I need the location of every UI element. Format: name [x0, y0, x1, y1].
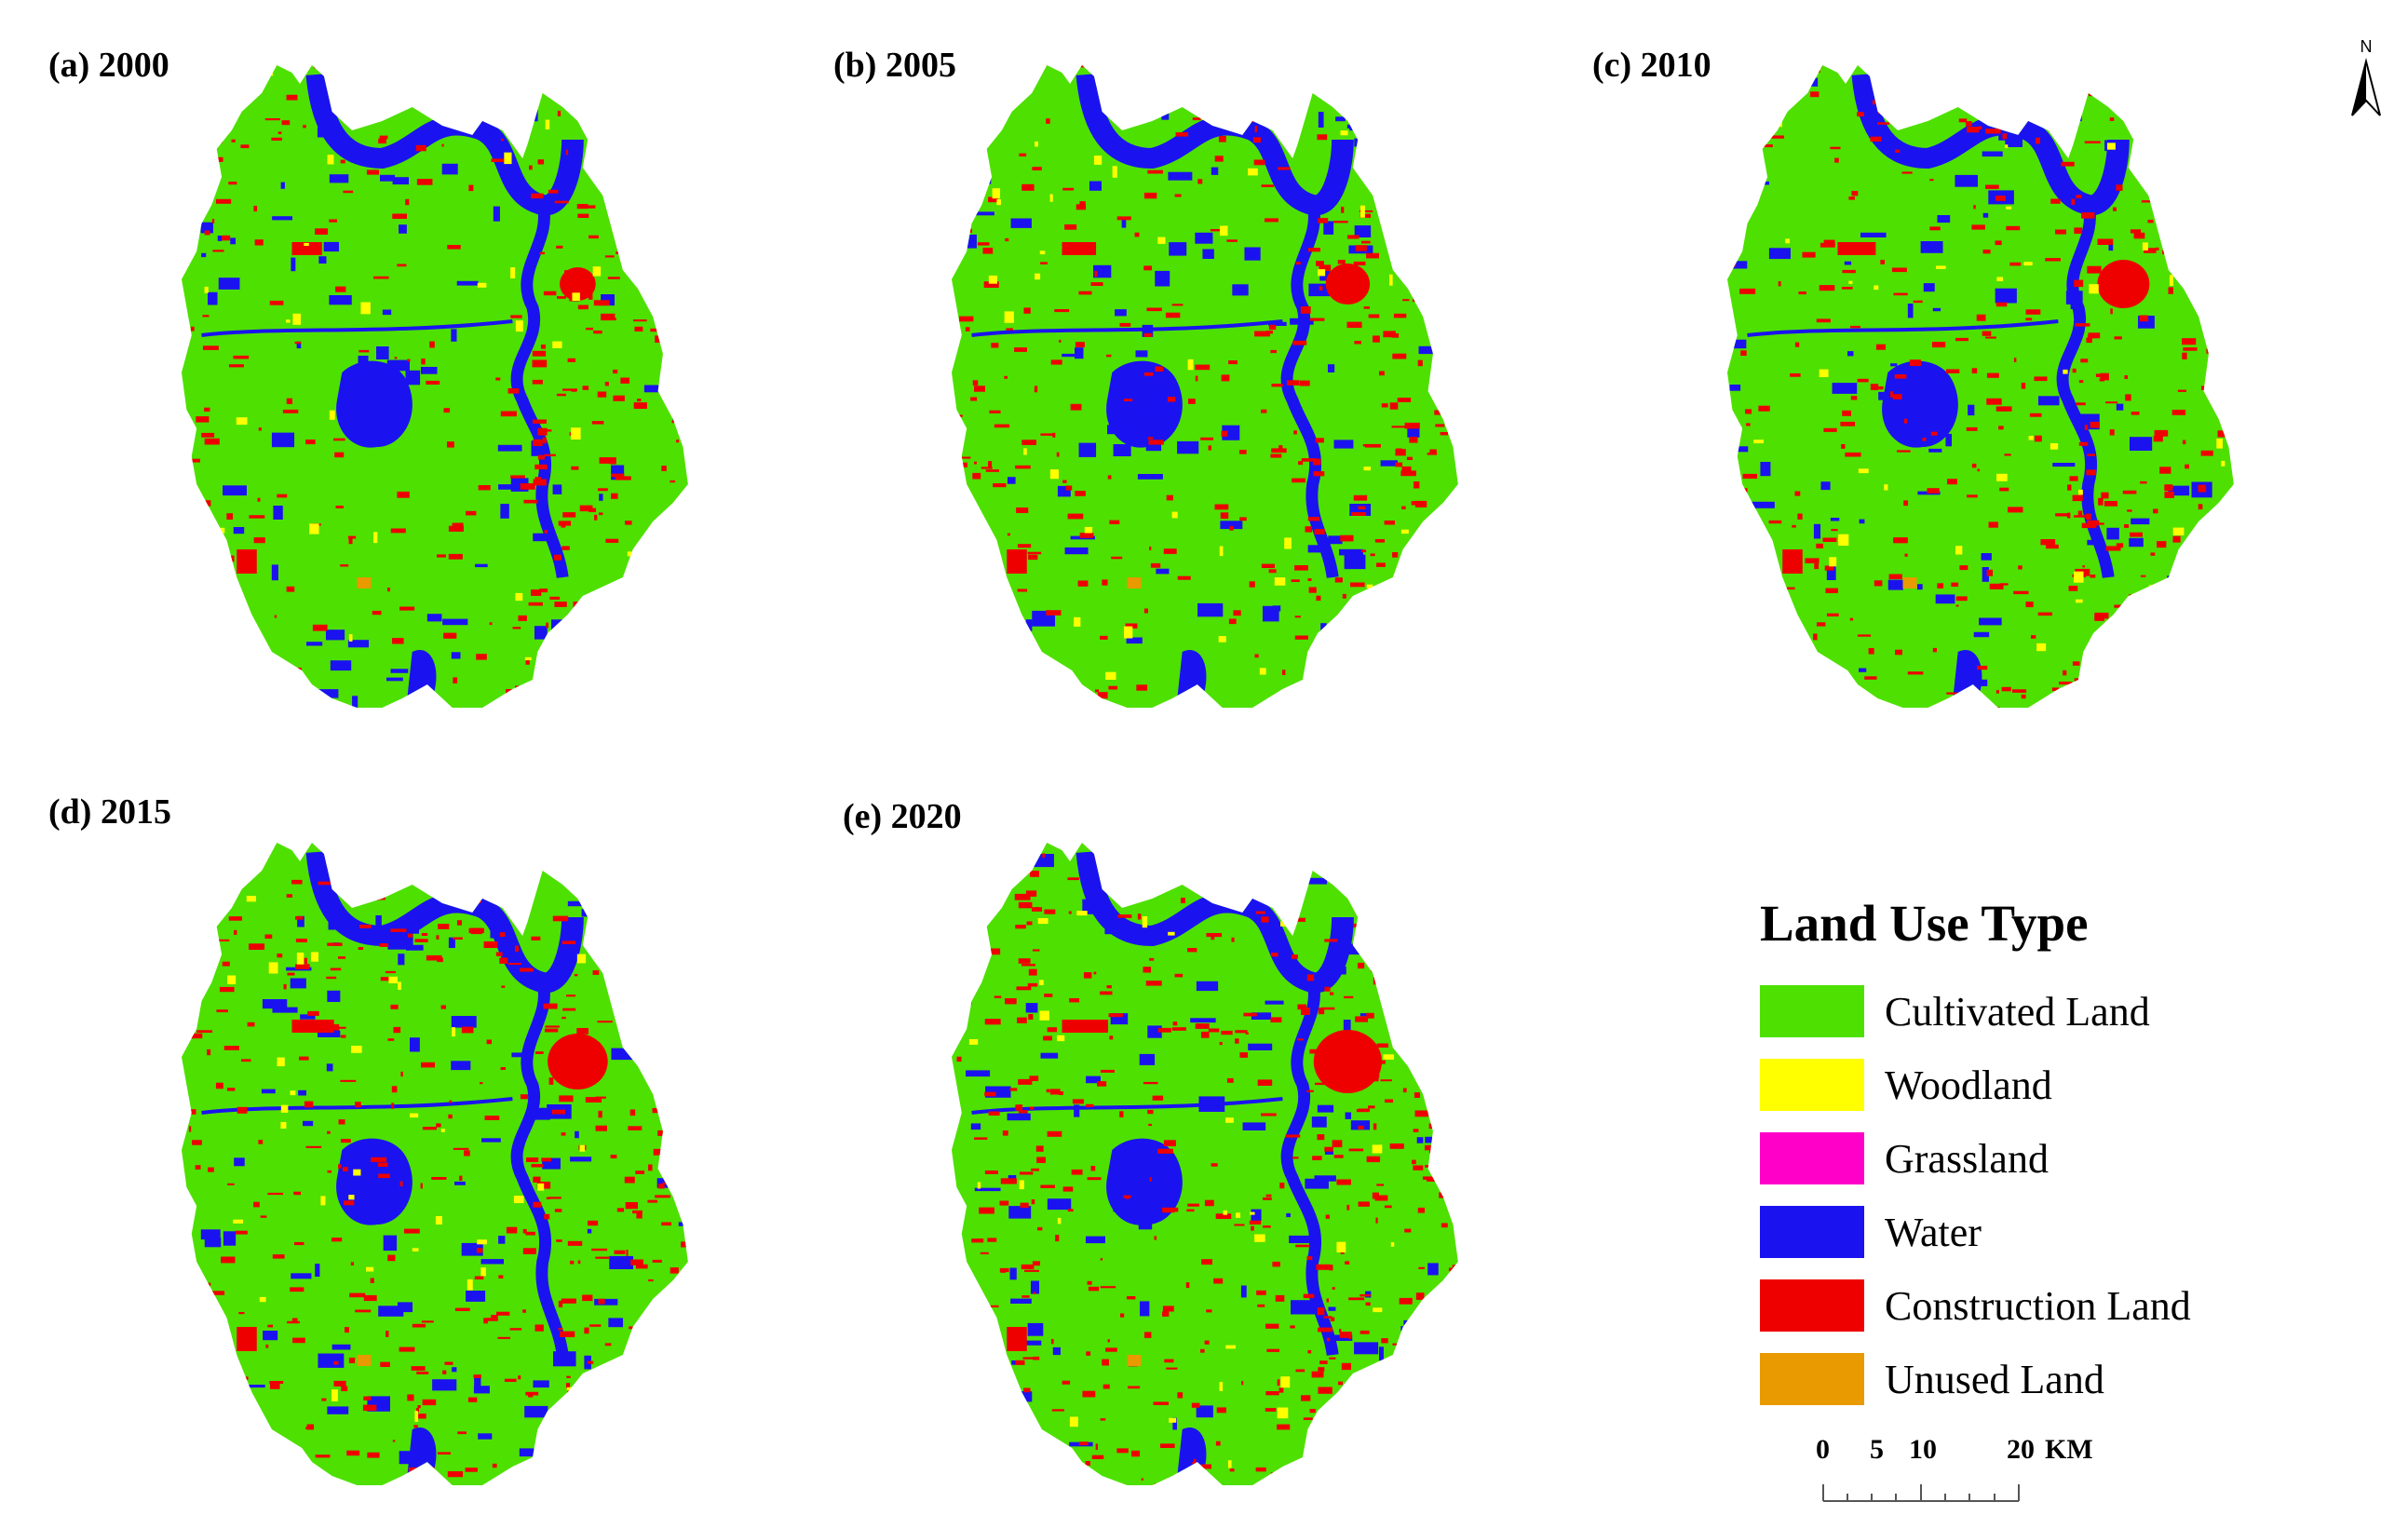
legend-item-unused-land: Unused Land [1760, 1352, 2337, 1406]
legend-swatch-woodland [1760, 1059, 1864, 1111]
scale-bar-ruler [1822, 1484, 2020, 1502]
legend-title: Land Use Type [1760, 895, 2089, 952]
legend-item-water: Water [1760, 1205, 2337, 1259]
land-use-map-2010 [1727, 56, 2249, 726]
north-arrow-label: N [2361, 37, 2373, 56]
cultivated-land-area [182, 65, 688, 708]
central-lake [1106, 1138, 1183, 1225]
eastern-river [1280, 981, 1339, 1356]
canal [971, 1097, 1283, 1115]
legend-item-woodland: Woodland [1760, 1058, 2337, 1112]
central-lake [336, 360, 413, 448]
central-lake [1882, 360, 1958, 448]
land-use-map-2020 [952, 833, 1473, 1504]
panel-label-e: (e) 2020 [843, 797, 962, 836]
legend-label-cultivated-land: Cultivated Land [1885, 988, 2150, 1035]
cultivated-land-area [952, 843, 1458, 1485]
eastern-river [1280, 203, 1339, 578]
cultivated-land-area [1727, 65, 2234, 708]
legend-label-unused-land: Unused Land [1885, 1356, 2104, 1402]
legend-label-water: Water [1885, 1209, 1982, 1255]
legend-swatch-cultivated-land [1760, 985, 1864, 1037]
north-arrow: N [2343, 35, 2389, 119]
urban-cluster [1313, 1030, 1382, 1093]
legend-item-construction-land: Construction Land [1760, 1279, 2337, 1333]
land-use-map-2015 [182, 833, 703, 1504]
northern-river [305, 850, 584, 994]
legend-label-woodland: Woodland [1885, 1062, 2052, 1108]
scale-unit: KM [2045, 1434, 2093, 1465]
legend-swatch-construction-land [1760, 1279, 1864, 1332]
northern-river [1075, 73, 1354, 216]
legend-swatch-unused-land [1760, 1353, 1864, 1405]
land-use-map-2000 [182, 56, 703, 726]
urban-cluster [1325, 264, 1371, 304]
legend: Land Use Type Cultivated Land Woodland G… [1760, 894, 2337, 1426]
canal [201, 1097, 513, 1115]
eastern-river [2056, 203, 2115, 578]
legend-swatch-water [1760, 1206, 1864, 1258]
cultivated-land-area [182, 843, 688, 1485]
legend-label-construction-land: Construction Land [1885, 1282, 2191, 1329]
legend-item-grassland: Grassland [1760, 1131, 2337, 1185]
scale-tick-0: 0 [1816, 1434, 1830, 1465]
northern-river [305, 73, 584, 216]
panel-label-c: (c) 2010 [1592, 46, 1711, 85]
canal [201, 319, 513, 337]
scale-tick-5: 5 [1870, 1434, 1884, 1465]
panel-label-a: (a) 2000 [48, 46, 169, 85]
canal [1747, 319, 2059, 337]
panel-label-d: (d) 2015 [48, 792, 171, 832]
north-arrow-half-icon [2352, 61, 2366, 115]
canal [971, 319, 1283, 337]
urban-cluster [2097, 260, 2150, 308]
scale-bar: 0 5 10 20 KM [1816, 1434, 2114, 1518]
eastern-river [510, 203, 569, 578]
legend-swatch-grassland [1760, 1132, 1864, 1184]
scale-tick-20: 20 [2007, 1434, 2035, 1465]
central-lake [336, 1138, 413, 1225]
urban-cluster [560, 267, 596, 301]
panel-label-b: (b) 2005 [833, 46, 956, 85]
eastern-river [510, 981, 569, 1356]
legend-label-grassland: Grassland [1885, 1135, 2049, 1182]
legend-item-cultivated-land: Cultivated Land [1760, 984, 2337, 1038]
northern-river [1075, 850, 1354, 994]
scale-tick-10: 10 [1909, 1434, 1937, 1465]
urban-cluster [548, 1034, 608, 1089]
land-use-map-2005 [952, 56, 1473, 726]
